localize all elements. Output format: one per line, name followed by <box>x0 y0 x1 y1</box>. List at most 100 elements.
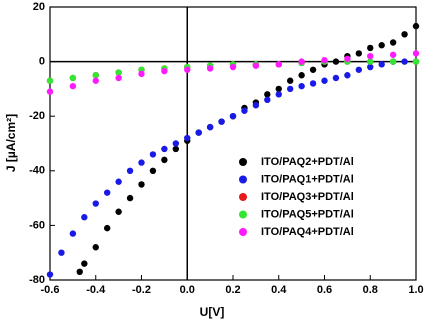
data-point <box>264 91 271 98</box>
data-point <box>229 63 237 71</box>
data-point <box>92 200 99 207</box>
data-point <box>309 80 317 87</box>
data-point <box>241 107 248 114</box>
data-point <box>172 145 180 153</box>
data-point <box>355 50 363 57</box>
data-point <box>69 74 77 82</box>
data-point <box>115 208 122 215</box>
data-point <box>46 88 54 95</box>
data-point <box>389 51 397 58</box>
data-point <box>149 167 157 174</box>
data-point <box>275 91 282 98</box>
legend-label: ITO/PAQ4+PDT/Al <box>261 226 354 238</box>
y-tick-label: -40 <box>29 165 45 177</box>
data-point <box>367 52 374 60</box>
data-point <box>81 214 88 221</box>
data-point <box>161 67 168 75</box>
data-point <box>92 77 99 84</box>
data-point <box>115 74 122 82</box>
data-point <box>252 62 260 69</box>
y-axis-label: J [µA/cm²] <box>4 114 18 172</box>
legend-marker <box>239 228 247 236</box>
data-point <box>321 77 328 84</box>
data-point <box>184 134 191 142</box>
data-point <box>206 65 214 72</box>
data-point <box>115 178 122 185</box>
data-point <box>138 181 145 188</box>
x-tick-label: 0.8 <box>363 284 378 296</box>
data-point <box>69 82 77 90</box>
data-point <box>412 22 420 30</box>
x-axis-label: U[V] <box>200 305 225 319</box>
y-tick-label: 0 <box>39 56 45 68</box>
data-point <box>206 123 214 131</box>
data-point <box>81 260 88 267</box>
x-tick-label: 0.2 <box>225 284 240 296</box>
data-point <box>229 113 237 120</box>
data-point <box>367 44 374 52</box>
data-point <box>367 58 374 65</box>
legend-marker <box>239 175 247 184</box>
data-point <box>264 96 271 104</box>
x-tick-label: 0.4 <box>271 284 287 296</box>
y-tick-label: -80 <box>29 274 45 286</box>
data-point <box>103 189 111 196</box>
y-tick-label: -20 <box>29 110 45 122</box>
legend-marker <box>239 158 247 166</box>
legend-marker <box>239 193 247 201</box>
data-point <box>138 159 145 166</box>
data-point <box>389 58 397 65</box>
x-tick-label: 1.0 <box>408 284 423 296</box>
data-point <box>58 249 65 256</box>
data-point <box>275 85 282 93</box>
data-point <box>332 74 340 82</box>
data-point <box>332 58 340 65</box>
x-tick-label: 0.6 <box>317 284 332 296</box>
data-point <box>286 85 294 93</box>
data-point <box>76 268 83 276</box>
data-point <box>115 69 122 76</box>
data-point <box>298 72 305 79</box>
data-point <box>321 57 328 64</box>
data-point <box>367 63 374 71</box>
data-point <box>309 66 317 73</box>
data-point <box>286 77 294 84</box>
data-point <box>252 102 260 109</box>
plot-frame <box>49 6 417 281</box>
legend-label: ITO/PAQ2+PDT/Al <box>261 156 354 168</box>
data-point <box>378 61 385 68</box>
data-point <box>275 61 282 68</box>
data-point <box>103 224 111 232</box>
data-point <box>161 156 168 164</box>
data-point <box>46 271 54 278</box>
legend-marker <box>239 210 247 219</box>
legend-label: ITO/PAQ3+PDT/Al <box>261 191 354 203</box>
data-point <box>92 244 99 251</box>
data-point <box>298 58 305 65</box>
y-tick-label: 20 <box>33 1 45 13</box>
data-point <box>344 55 351 63</box>
data-point <box>401 58 408 65</box>
x-tick-label: 0.0 <box>180 284 195 296</box>
data-point <box>344 72 351 79</box>
data-point <box>161 145 168 153</box>
x-tick-label: -0.4 <box>86 284 106 296</box>
data-point <box>69 230 77 237</box>
x-tick-label: -0.2 <box>132 284 151 296</box>
data-point <box>389 39 397 46</box>
data-point <box>378 42 385 49</box>
data-point <box>149 151 157 158</box>
data-point <box>355 66 363 73</box>
legend-label: ITO/PAQ5+PDT/Al <box>261 208 354 220</box>
data-point <box>412 58 420 65</box>
data-point <box>172 140 180 147</box>
data-point <box>401 31 408 38</box>
data-point <box>218 118 225 125</box>
y-tick-label: -60 <box>29 219 45 231</box>
data-point <box>412 50 420 57</box>
data-point <box>126 194 134 202</box>
data-point <box>184 66 191 73</box>
legend-label: ITO/PAQ1+PDT/Al <box>261 173 354 185</box>
data-point <box>92 72 99 79</box>
